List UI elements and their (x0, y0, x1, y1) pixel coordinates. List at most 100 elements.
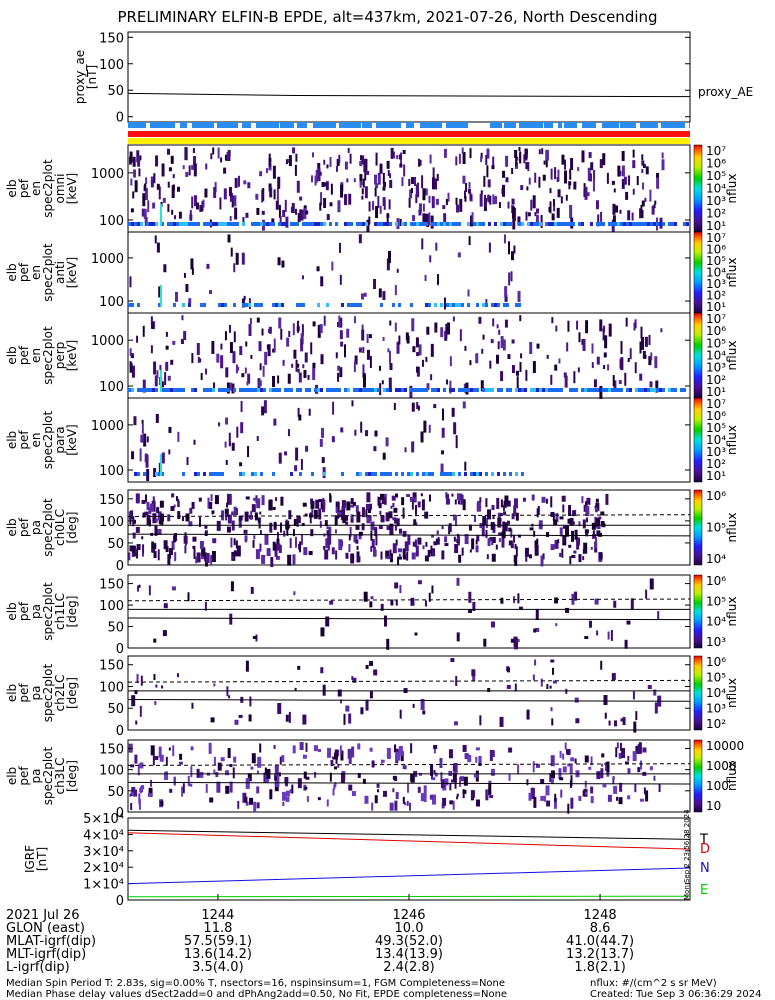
spectrogram-band-cell (284, 388, 287, 392)
spectrogram-cell (650, 352, 653, 361)
spectrogram-cell (233, 506, 237, 515)
spectrogram-cell (181, 786, 184, 797)
spectrogram-cell (404, 447, 407, 453)
spectrogram-cell (250, 354, 253, 359)
spectrogram-cell (212, 538, 217, 544)
spectrogram-cell (634, 319, 637, 329)
spectrogram-cell (556, 176, 559, 182)
spectrogram-cell (515, 546, 518, 557)
spectrogram-cell (273, 418, 277, 426)
spectrogram-cell (641, 154, 644, 161)
spectrogram-cell (557, 539, 560, 544)
spectrogram-band-cell (317, 222, 320, 226)
spectrogram-cell (648, 356, 652, 366)
spectrogram-cell (418, 209, 422, 216)
spectrogram-cell (131, 695, 136, 707)
spectrogram-cell (184, 545, 187, 554)
spectrogram-cell (388, 199, 391, 210)
spectrogram-cell (593, 169, 596, 182)
spectrogram-cell (159, 364, 162, 370)
spectrogram-cell (148, 519, 151, 527)
spectrogram-cell (590, 786, 594, 794)
spectrogram-cell (394, 518, 399, 524)
spectrogram-cell (612, 375, 615, 387)
spectrogram-cell (550, 778, 554, 784)
spectrogram-cell (413, 519, 417, 526)
spectrogram-cell (559, 527, 563, 537)
spectrogram-cell (410, 188, 413, 194)
spectrogram-cell (292, 745, 296, 754)
spectrogram-cell (258, 380, 262, 387)
spectrogram-cell (232, 351, 236, 364)
spectrogram-band-cell (485, 472, 488, 476)
spectrogram-cell (370, 545, 373, 552)
spectrogram-cell (153, 638, 157, 643)
spectrogram-cell (615, 747, 618, 758)
spectrogram-cell (606, 172, 609, 184)
spectrogram-cell (165, 331, 168, 337)
spectrogram-band-cell (386, 388, 389, 392)
spectrogram-band-cell (656, 388, 659, 392)
spectrogram-cell (445, 492, 448, 499)
spectrogram-cell (542, 174, 546, 181)
spectrogram-cell (138, 584, 141, 588)
colorbar (693, 144, 703, 233)
spectrogram-band-cell (410, 222, 413, 226)
spectrogram-cell (373, 279, 377, 290)
spectrogram-cell (351, 746, 355, 758)
spectrogram-cell (479, 497, 482, 503)
spectrogram-band-cell (392, 303, 395, 307)
spectrogram-band-cell (188, 222, 191, 226)
spectrogram-cell (528, 792, 532, 801)
spectrogram-cell (310, 175, 313, 183)
status-bar-blue (620, 122, 636, 128)
spectrogram-cell (311, 507, 314, 514)
spectrogram-cell (485, 498, 488, 508)
spectrogram-cell (532, 195, 536, 209)
spectrogram-cell (426, 383, 430, 391)
spectrogram-cell (370, 521, 375, 531)
spectrogram-cell (141, 785, 145, 790)
spectrogram-cell (329, 157, 332, 168)
spectrogram-cell (177, 511, 181, 520)
y-axis-label: elb (5, 346, 19, 364)
spectrogram-cell (639, 798, 644, 802)
spectrogram-cell (361, 329, 365, 341)
spectrogram-cell (224, 508, 229, 517)
spectrogram-cell (237, 800, 240, 809)
spectrogram-cell (192, 545, 196, 549)
y-tick-label: 150 (99, 742, 124, 757)
spectrogram-cell (589, 173, 593, 182)
spectrogram-cell (536, 763, 541, 768)
y-axis-label: pa (29, 520, 43, 535)
spectrogram-band-cell (599, 388, 602, 392)
spectrogram-cell (128, 552, 131, 561)
spectrogram-cell (137, 585, 140, 592)
spectrogram-cell (386, 526, 391, 531)
spectrogram-cell (367, 509, 371, 514)
spectrogram-band-cell (155, 388, 158, 392)
y-tick-label: 50 (107, 84, 124, 99)
spectrogram-cell (469, 192, 472, 200)
spectrogram-cell (281, 260, 285, 268)
spectrogram-band-cell (440, 303, 443, 307)
spectrogram-band-cell (458, 222, 461, 226)
spectrogram-cell (244, 796, 248, 803)
spectrogram-band-cell (662, 388, 665, 392)
spectrogram-cell (366, 517, 371, 524)
spectrogram-cell (356, 545, 359, 550)
spectrogram-cell (568, 544, 572, 548)
spectrogram-cell (524, 547, 529, 557)
spectrogram-cell (199, 540, 204, 549)
spectrogram-cell (291, 363, 294, 368)
spectrogram-cell (336, 507, 339, 514)
x-axis-row-label: GLON (east) (6, 921, 85, 936)
spectrogram-cell (228, 695, 231, 699)
spectrogram-band-cell (224, 303, 227, 307)
spectrogram-cell (229, 764, 233, 768)
loss-cone-line (127, 781, 691, 785)
spectrogram-cell (173, 776, 176, 786)
spectrogram-band-cell (245, 388, 248, 392)
spectrogram-cell (499, 517, 502, 521)
status-bar-blue (192, 122, 214, 128)
